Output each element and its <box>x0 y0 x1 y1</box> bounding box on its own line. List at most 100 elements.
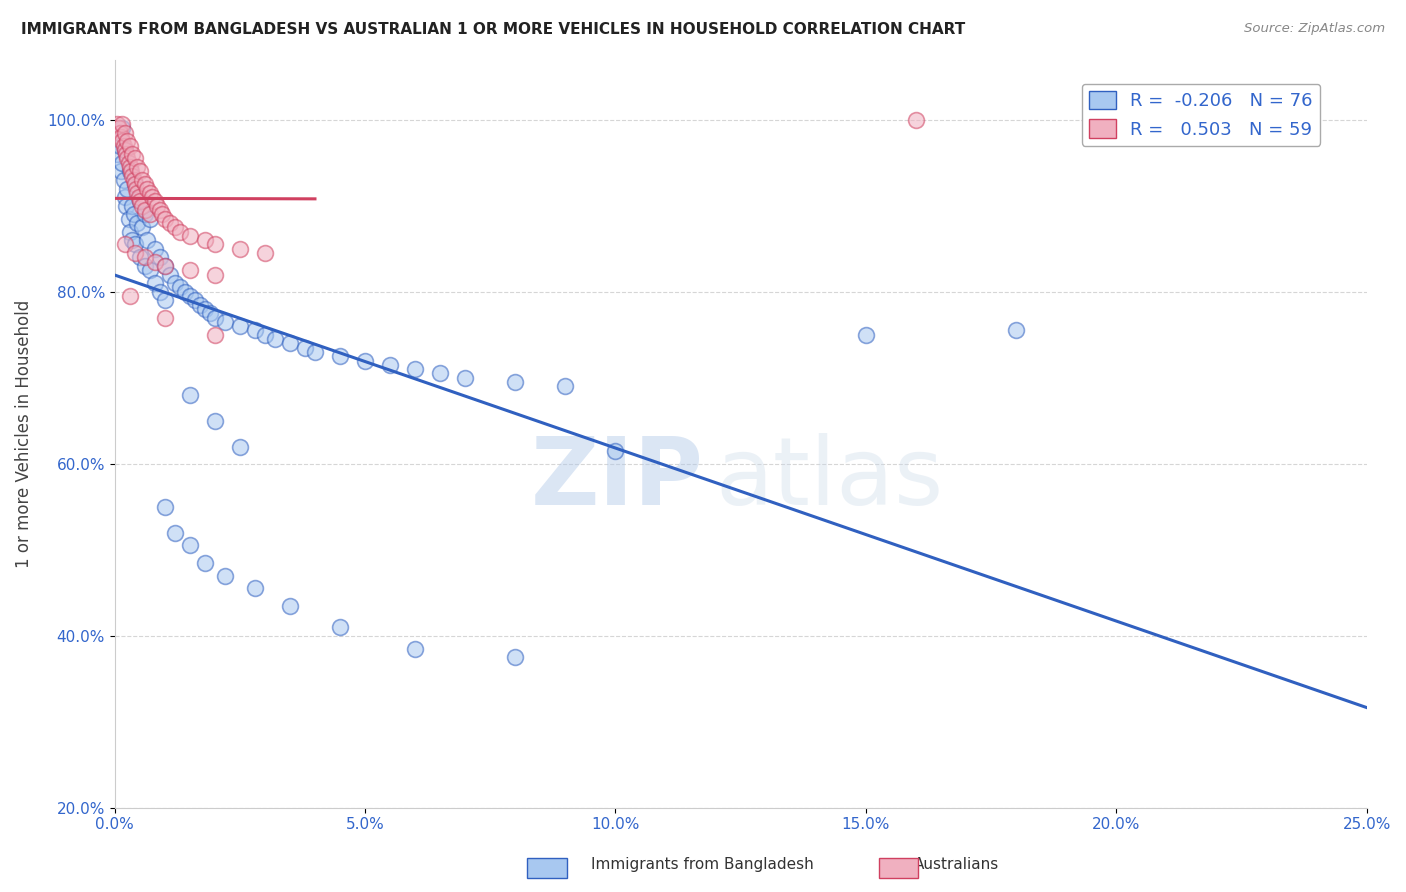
Point <box>128 194 150 209</box>
Point <box>108 126 131 140</box>
Point <box>131 173 153 187</box>
Point <box>138 186 160 200</box>
Text: IMMIGRANTS FROM BANGLADESH VS AUSTRALIAN 1 OR MORE VEHICLES IN HOUSEHOLD CORRELA: IMMIGRANTS FROM BANGLADESH VS AUSTRALIAN… <box>21 22 966 37</box>
Point <box>114 237 136 252</box>
Point <box>134 259 156 273</box>
Point <box>153 500 176 514</box>
Point <box>404 362 426 376</box>
Point <box>179 228 201 243</box>
Point <box>204 327 226 342</box>
Text: atlas: atlas <box>716 433 943 524</box>
Point <box>118 289 141 303</box>
Point <box>143 276 166 290</box>
Point <box>505 375 527 389</box>
Point <box>229 440 252 454</box>
Point <box>229 319 252 334</box>
Point <box>149 285 172 299</box>
Point <box>131 199 153 213</box>
Point <box>143 194 166 209</box>
Point <box>278 599 301 613</box>
Point <box>163 276 186 290</box>
Point <box>429 367 451 381</box>
Point <box>128 251 150 265</box>
Point <box>124 237 146 252</box>
Point <box>127 186 149 200</box>
Point <box>138 207 160 221</box>
Point <box>243 323 266 337</box>
Point <box>179 388 201 402</box>
Point <box>143 242 166 256</box>
Point <box>153 293 176 308</box>
Text: Australians: Australians <box>914 857 1000 872</box>
Point <box>153 259 176 273</box>
Point <box>107 126 129 140</box>
Point <box>136 181 159 195</box>
Point <box>159 268 181 282</box>
Point <box>404 641 426 656</box>
Point <box>179 263 201 277</box>
Point <box>110 164 132 178</box>
Point <box>855 327 877 342</box>
Point <box>128 190 150 204</box>
Point <box>114 199 136 213</box>
Point <box>169 280 191 294</box>
Point <box>153 259 176 273</box>
Point <box>118 160 141 174</box>
Point <box>111 117 134 131</box>
Point <box>153 310 176 325</box>
Point <box>128 164 150 178</box>
Point <box>278 336 301 351</box>
Point <box>112 173 135 187</box>
Point <box>107 121 129 136</box>
Point <box>122 207 145 221</box>
Point <box>124 246 146 260</box>
Point <box>329 349 352 363</box>
Point <box>124 152 146 166</box>
Text: Immigrants from Bangladesh: Immigrants from Bangladesh <box>591 857 813 872</box>
Point <box>111 121 134 136</box>
Point <box>118 225 141 239</box>
Point <box>131 220 153 235</box>
Point <box>115 152 138 166</box>
Point <box>134 207 156 221</box>
Point <box>204 268 226 282</box>
Point <box>105 147 128 161</box>
Point <box>264 332 287 346</box>
Point <box>194 301 217 316</box>
Point <box>194 556 217 570</box>
Point <box>134 178 156 192</box>
Point <box>378 358 401 372</box>
Point <box>253 246 276 260</box>
Point <box>117 155 139 169</box>
Point <box>149 251 172 265</box>
Point <box>118 164 141 178</box>
Point <box>138 211 160 226</box>
Point <box>214 568 236 582</box>
Point <box>184 293 207 308</box>
Point <box>169 225 191 239</box>
Point <box>114 126 136 140</box>
Point <box>134 251 156 265</box>
Text: ZIP: ZIP <box>530 433 703 524</box>
Point <box>329 620 352 634</box>
Point <box>188 298 211 312</box>
Point <box>150 207 173 221</box>
Point <box>141 190 163 204</box>
Point <box>454 370 477 384</box>
Point <box>108 138 131 153</box>
Point <box>124 178 146 192</box>
Point <box>105 117 128 131</box>
Text: Source: ZipAtlas.com: Source: ZipAtlas.com <box>1244 22 1385 36</box>
Point <box>204 310 226 325</box>
Point <box>204 237 226 252</box>
Point <box>121 233 143 247</box>
Point <box>163 220 186 235</box>
Point <box>204 414 226 428</box>
Point <box>304 345 326 359</box>
Point <box>229 242 252 256</box>
Point <box>198 306 221 320</box>
Point <box>146 199 169 213</box>
Point <box>214 315 236 329</box>
Point <box>134 203 156 218</box>
Point <box>243 582 266 596</box>
